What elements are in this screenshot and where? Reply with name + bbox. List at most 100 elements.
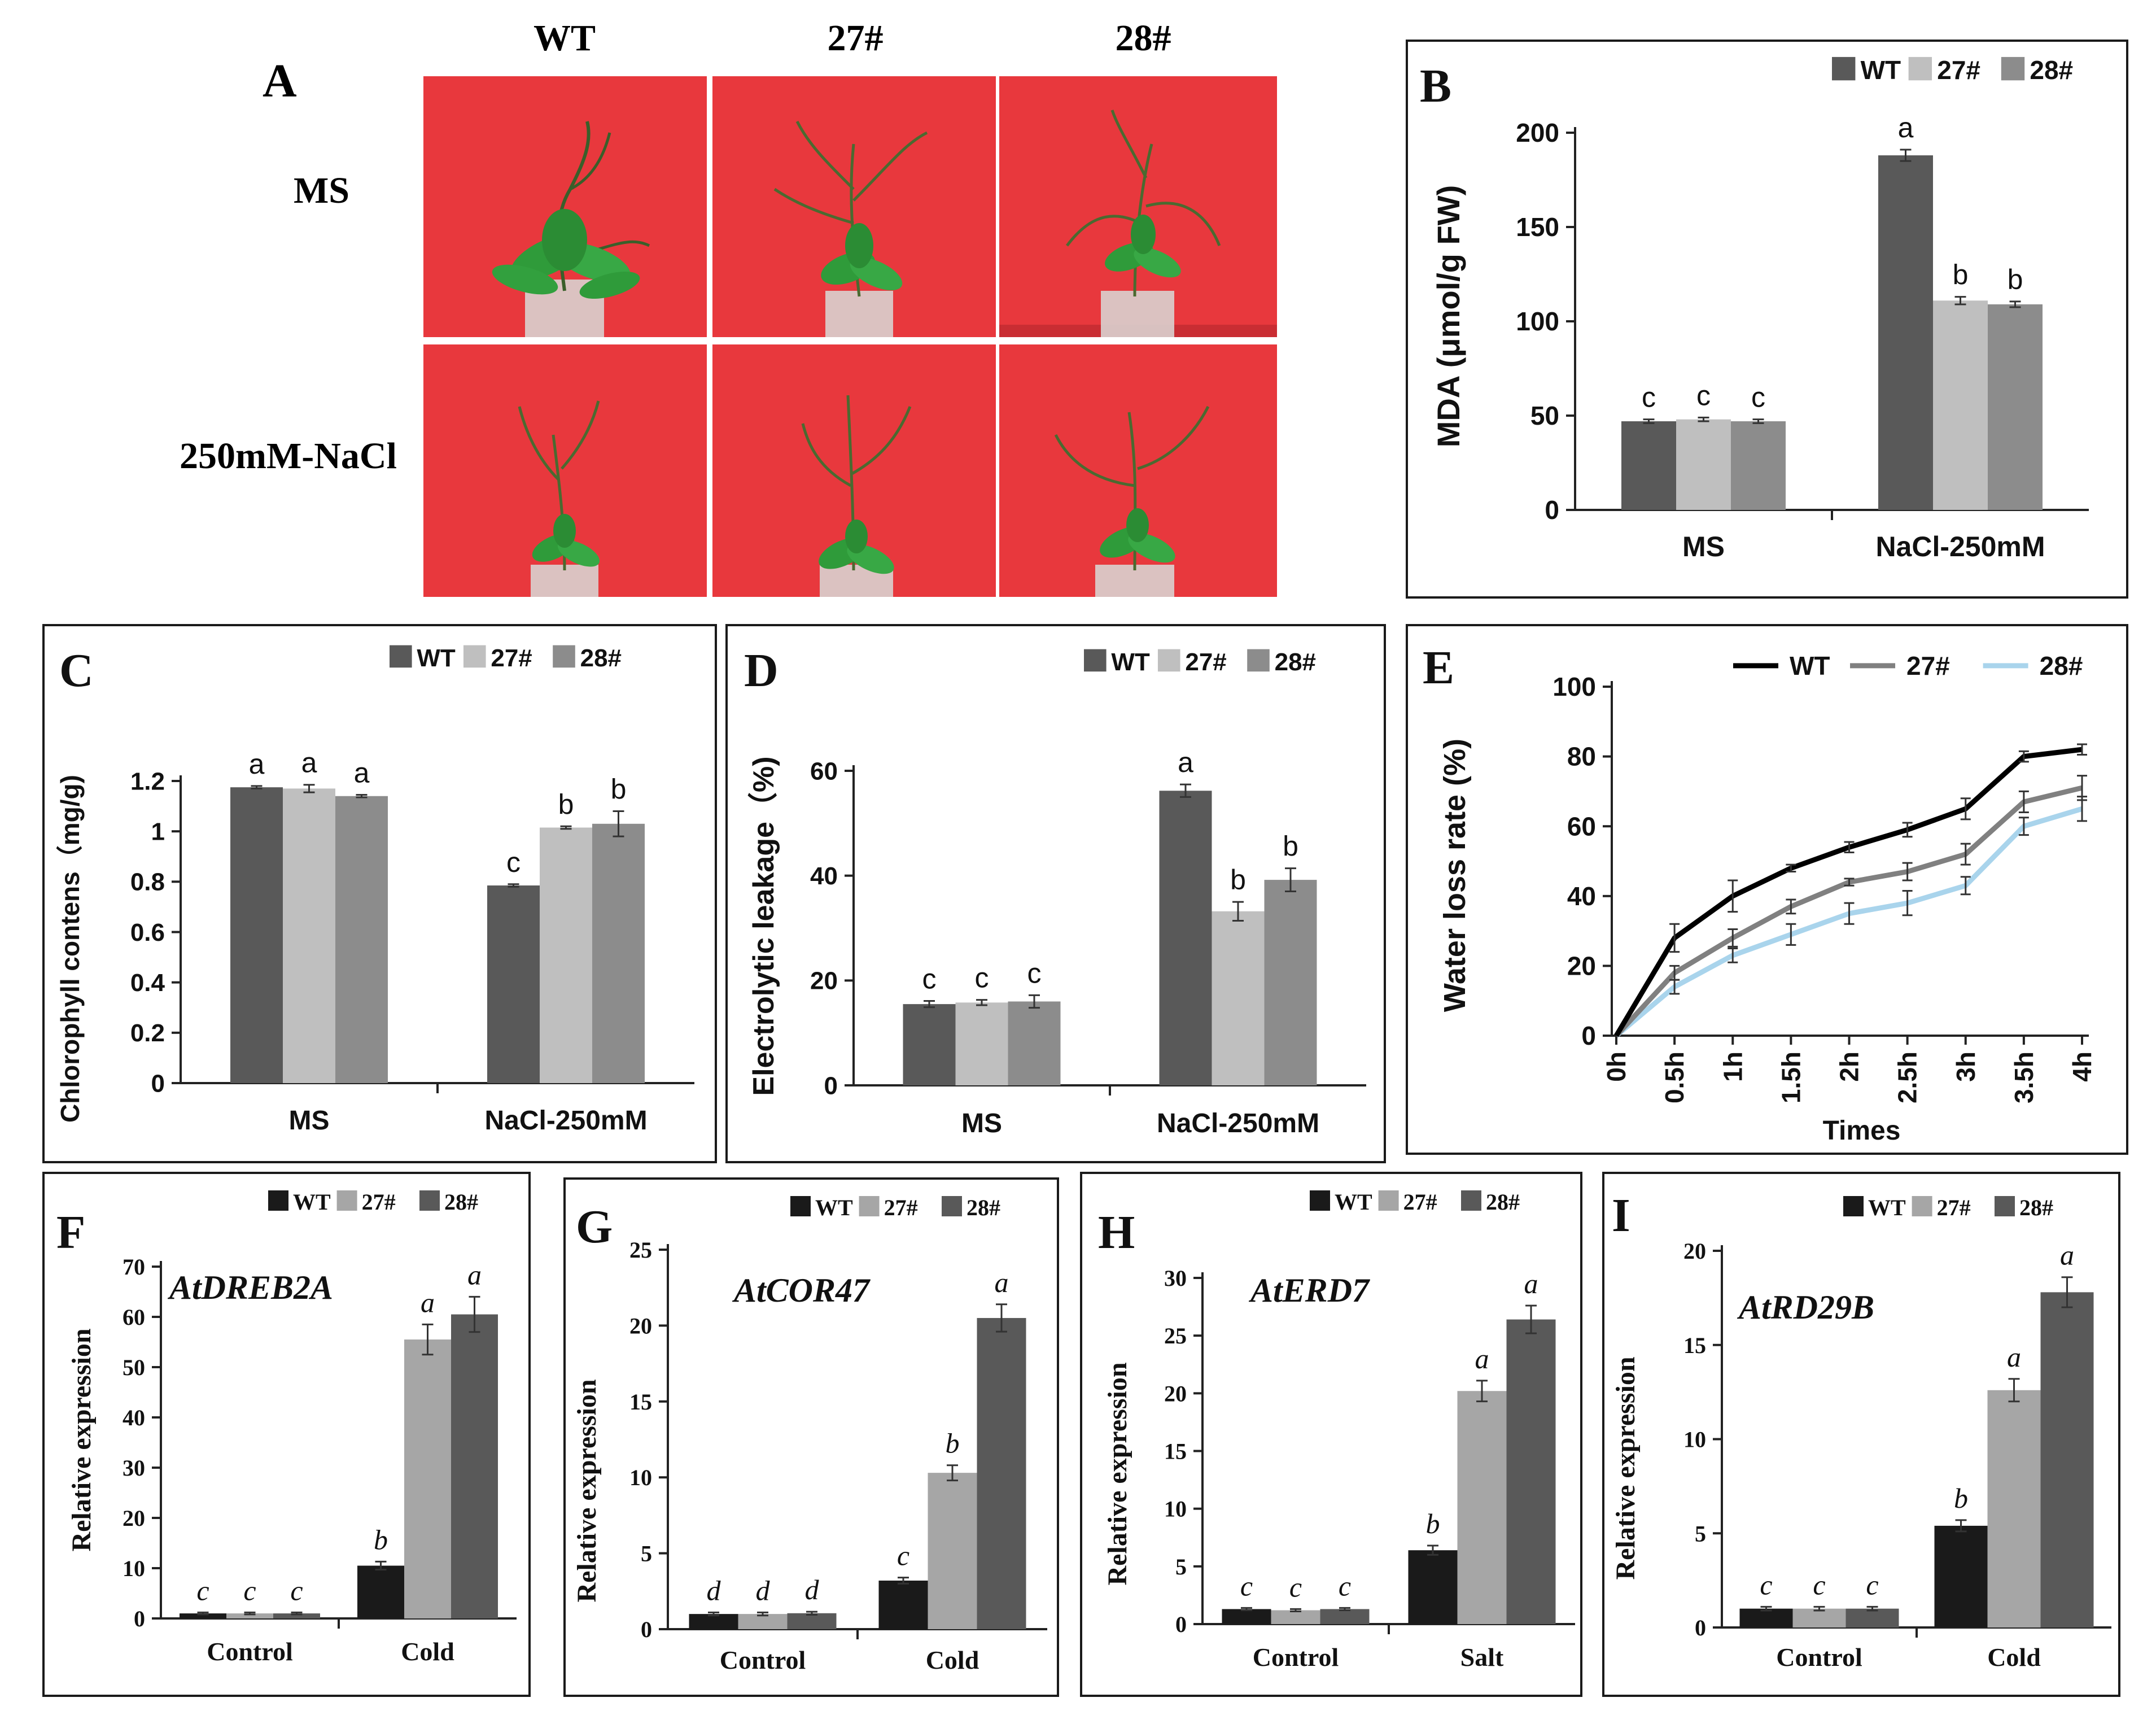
legend-swatch (463, 645, 486, 668)
y-tick-label: 10 (1683, 1427, 1706, 1452)
x-category-label: Control (720, 1646, 806, 1674)
x-tick-label: 1.5h (1776, 1051, 1805, 1103)
panel-letter-b: B (1420, 60, 1451, 112)
bar-27-ms (955, 1002, 1008, 1085)
legend-swatch (2001, 56, 2025, 81)
panel-a-row-nacl: 250mM-NaCl (180, 435, 397, 477)
y-tick-label: 25 (1164, 1323, 1187, 1349)
bar-28-ms (1731, 421, 1786, 510)
bar-WT-ms (1621, 421, 1676, 510)
bar-WT-control (689, 1614, 738, 1629)
legend-label: WT (1111, 648, 1150, 676)
panel-e-frame (1406, 624, 2128, 1155)
y-tick-label: 30 (123, 1455, 145, 1481)
y-axis-label: Water loss rate (%) (1438, 739, 1472, 1012)
significance-letter: c (1289, 1571, 1302, 1603)
y-tick-label: 30 (1164, 1265, 1187, 1291)
legend-label: WT (293, 1189, 331, 1215)
significance-letter: c (1866, 1569, 1878, 1600)
significance-letter: a (467, 1259, 482, 1290)
y-axis-label: Relative expression (1611, 1356, 1641, 1579)
y-tick-label: 0 (641, 1617, 652, 1642)
bar-27-control (1271, 1610, 1320, 1624)
significance-letter: a (1178, 747, 1193, 778)
y-tick-label: 0.8 (130, 869, 165, 896)
legend-swatch (1995, 1196, 2015, 1216)
bar-27-nacl-250mm (1212, 911, 1265, 1085)
panel-letter-c: C (59, 644, 94, 697)
bar-WT-cold (878, 1580, 928, 1629)
x-category-label: NaCl-250mM (484, 1106, 647, 1136)
bar-WT-control (1739, 1608, 1793, 1627)
legend-label: 27# (1403, 1189, 1437, 1215)
legend-swatch (1843, 1196, 1864, 1216)
bar-WT-cold (1934, 1525, 1988, 1627)
y-tick-label: 0 (134, 1606, 145, 1631)
significance-letter: a (2007, 1341, 2021, 1373)
x-category-label: Cold (926, 1646, 979, 1674)
y-tick-label: 100 (1516, 307, 1559, 336)
photo-nacl-27 (712, 344, 996, 597)
x-category-label: NaCl-250mM (1875, 531, 2045, 562)
legend-label: WT (1790, 651, 1830, 680)
y-tick-label: 60 (810, 757, 838, 785)
bar-28-control (1320, 1609, 1370, 1624)
x-axis-label: Times (1823, 1116, 1901, 1146)
series-line-WT (1614, 747, 2083, 1037)
significance-letter: d (756, 1574, 771, 1606)
legend-label: 27# (1937, 55, 1980, 85)
bar-28-cold (977, 1317, 1026, 1629)
legend-swatch (942, 1196, 962, 1216)
significance-letter: a (2060, 1240, 2074, 1271)
x-tick-label: 0h (1602, 1051, 1631, 1082)
gene-label: AtDREB2A (167, 1269, 333, 1306)
legend-label: 27# (1906, 651, 1950, 680)
x-tick-label: 0.5h (1660, 1051, 1689, 1103)
significance-letter: c (243, 1574, 256, 1606)
legend-label: 27# (1185, 648, 1226, 676)
significance-letter: b (1283, 831, 1298, 862)
y-tick-label: 10 (629, 1465, 652, 1490)
bar-27-control (226, 1613, 273, 1618)
y-tick-label: 0.6 (130, 919, 165, 946)
bar-28-nacl-250mm (1264, 880, 1317, 1085)
y-tick-label: 5 (1175, 1554, 1187, 1579)
y-tick-label: 60 (1567, 811, 1596, 841)
legend-label: 28# (580, 644, 622, 672)
y-axis-label: Relative expression (1103, 1362, 1132, 1585)
y-tick-label: 15 (1164, 1439, 1187, 1464)
significance-letter: b (611, 774, 627, 805)
bar-28-control (787, 1613, 837, 1629)
significance-letter: c (897, 1540, 909, 1572)
bar-27-cold (1987, 1390, 2041, 1627)
bar-27-control (1792, 1608, 1846, 1627)
significance-letter: a (1475, 1343, 1489, 1374)
panel-i-frame (1602, 1172, 2120, 1697)
significance-letter: b (1230, 864, 1246, 896)
y-tick-label: 60 (123, 1304, 145, 1330)
y-tick-label: 150 (1516, 212, 1559, 242)
y-tick-label: 40 (810, 862, 838, 890)
y-tick-label: 100 (1553, 672, 1596, 701)
bar-WT-nacl-250mm (1878, 155, 1933, 510)
significance-letter: c (1642, 382, 1656, 413)
significance-letter: b (1953, 259, 1969, 291)
y-axis-label: MDA (μmol/g FW) (1431, 185, 1466, 448)
legend-swatch (1832, 56, 1856, 81)
significance-letter: c (1339, 1570, 1351, 1601)
significance-letter: a (249, 748, 265, 780)
x-tick-label: 4h (2067, 1051, 2097, 1082)
significance-letter: c (1027, 957, 1042, 989)
y-tick-label: 20 (629, 1313, 652, 1338)
y-tick-label: 0 (1581, 1021, 1596, 1050)
y-tick-label: 40 (1567, 881, 1596, 911)
y-tick-label: 1.2 (130, 767, 165, 795)
y-tick-label: 20 (810, 967, 838, 995)
y-tick-label: 0 (1545, 495, 1559, 525)
panel-a-col-27: 27# (827, 18, 884, 59)
significance-letter: c (290, 1574, 303, 1606)
gene-label: AtRD29B (1737, 1289, 1874, 1326)
y-tick-label: 0.2 (130, 1019, 165, 1047)
bar-27-nacl-250mm (540, 827, 592, 1083)
x-tick-label: 2.5h (1893, 1051, 1922, 1103)
